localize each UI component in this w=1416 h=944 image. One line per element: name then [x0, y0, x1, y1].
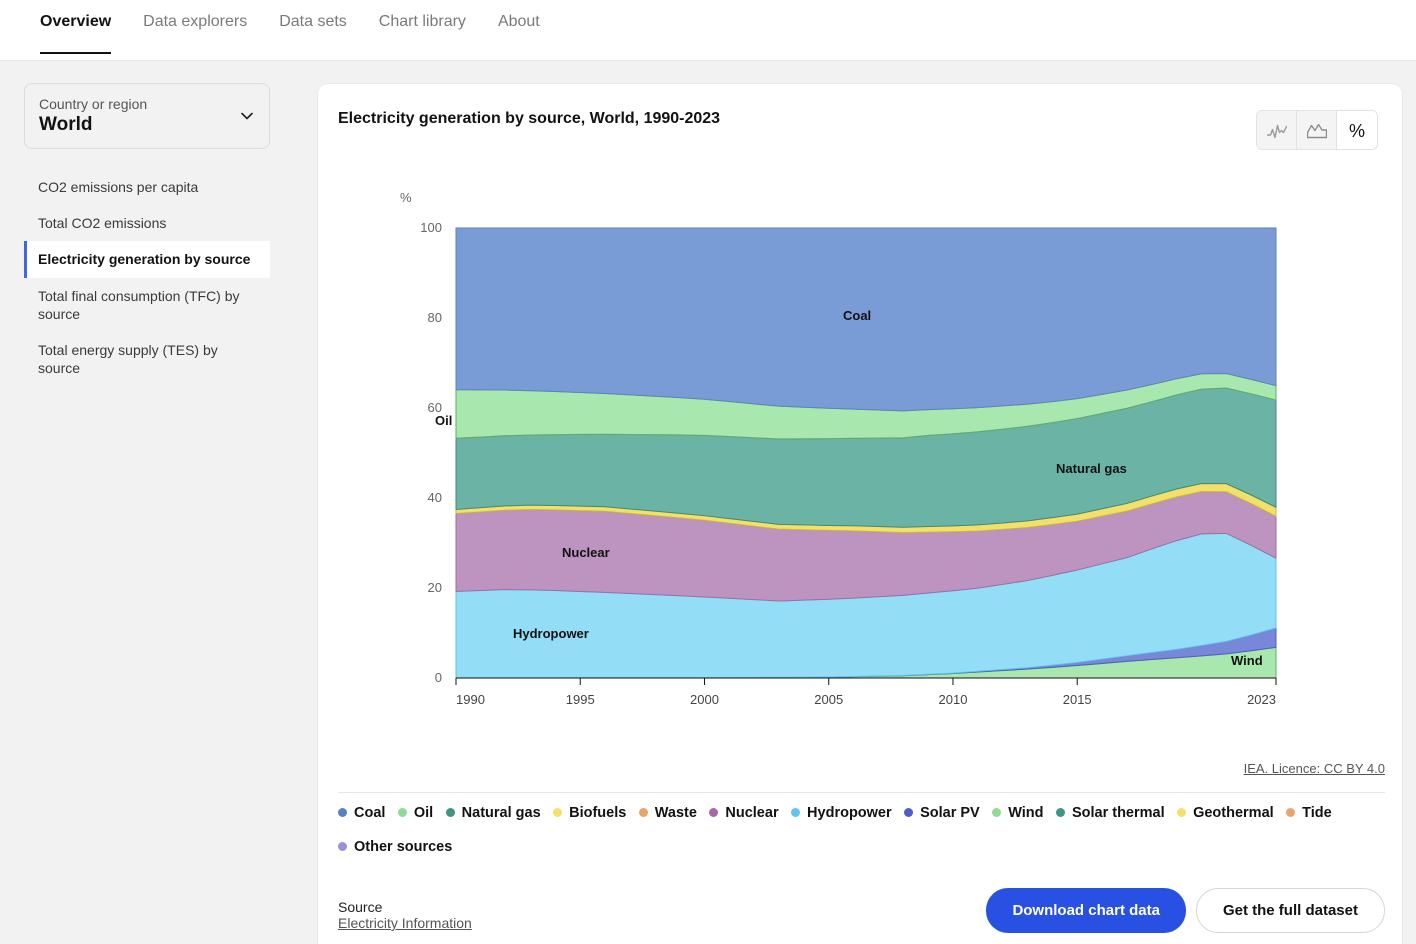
- svg-text:40: 40: [428, 490, 442, 505]
- svg-text:2005: 2005: [814, 692, 843, 707]
- svg-text:1990: 1990: [456, 692, 485, 707]
- svg-text:2023: 2023: [1247, 692, 1276, 707]
- svg-text:1995: 1995: [566, 692, 595, 707]
- svg-text:0: 0: [435, 670, 442, 685]
- svg-text:2000: 2000: [690, 692, 719, 707]
- svg-text:2015: 2015: [1063, 692, 1092, 707]
- svg-text:20: 20: [428, 580, 442, 595]
- svg-text:80: 80: [428, 310, 442, 325]
- svg-text:100: 100: [420, 220, 442, 235]
- svg-text:2010: 2010: [939, 692, 968, 707]
